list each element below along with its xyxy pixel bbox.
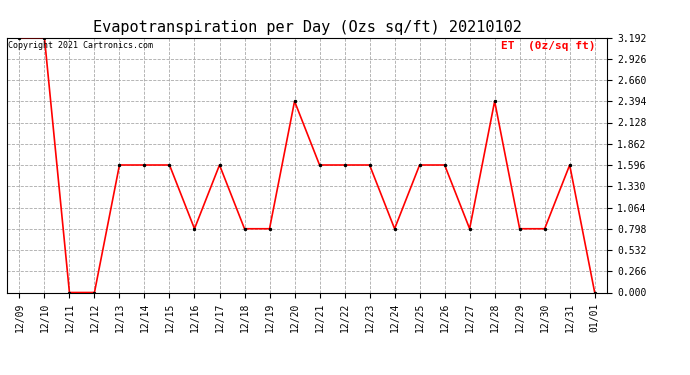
Text: ET  (0z/sq ft): ET (0z/sq ft) [501, 41, 595, 51]
Title: Evapotranspiration per Day (Ozs sq/ft) 20210102: Evapotranspiration per Day (Ozs sq/ft) 2… [92, 20, 522, 35]
Text: Copyright 2021 Cartronics.com: Copyright 2021 Cartronics.com [8, 41, 153, 50]
